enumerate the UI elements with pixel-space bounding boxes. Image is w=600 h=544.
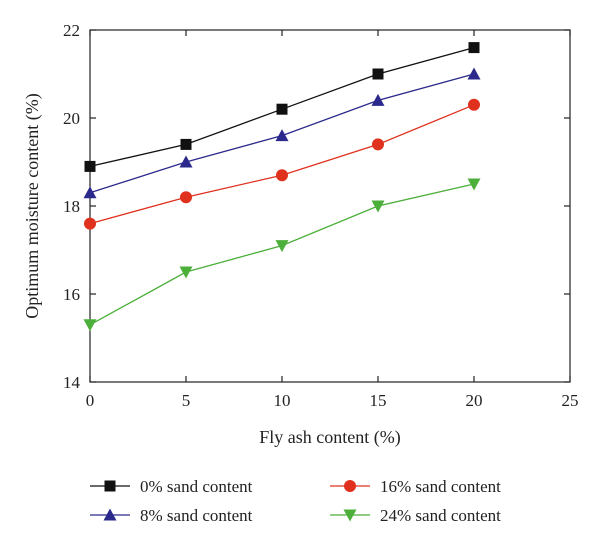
marker-square: [84, 160, 96, 172]
legend-label: 24% sand content: [380, 506, 501, 525]
series-0: [84, 42, 480, 172]
legend-item: 16% sand content: [330, 477, 501, 496]
marker-triangle-down: [275, 240, 289, 253]
y-tick-label: 22: [63, 21, 80, 40]
y-axis-title: Optimum moisture content (%): [22, 93, 43, 318]
marker-triangle-down: [467, 178, 481, 191]
marker-circle: [468, 98, 480, 111]
legend-label: 16% sand content: [380, 477, 501, 496]
y-axis-ticks: 14 16 18 20 22: [63, 21, 570, 392]
marker-triangle-up: [103, 508, 117, 521]
marker-square: [468, 42, 480, 54]
marker-triangle-up: [275, 129, 289, 142]
x-tick-label: 25: [562, 391, 579, 410]
series-line: [89, 183, 475, 326]
x-tick-label: 5: [182, 391, 191, 410]
marker-square: [180, 138, 192, 150]
marker-circle: [344, 480, 356, 492]
x-tick-label: 10: [274, 391, 291, 410]
legend-item: 24% sand content: [330, 506, 501, 525]
marker-circle: [276, 169, 288, 182]
marker-triangle-up: [467, 67, 481, 80]
legend-label: 8% sand content: [140, 506, 253, 525]
marker-triangle-up: [179, 155, 193, 168]
plot-frame: [89, 29, 571, 383]
y-tick-label: 18: [63, 197, 80, 216]
plot-axes: [89, 29, 571, 383]
series-2: [84, 98, 480, 230]
marker-circle: [84, 217, 96, 230]
x-axis-title: Fly ash content (%): [259, 427, 400, 448]
x-tick-label: 0: [86, 391, 95, 410]
marker-square: [104, 480, 116, 492]
y-tick-label: 14: [63, 373, 81, 392]
marker-triangle-down: [83, 319, 97, 332]
marker-triangle-down: [371, 200, 385, 213]
marker-circle: [372, 138, 384, 151]
marker-triangle-up: [371, 93, 385, 106]
marker-triangle-down: [343, 509, 357, 522]
legend: 0% sand content 16% sand content 8% sand c…: [90, 477, 501, 525]
series-group: [83, 42, 481, 332]
marker-square: [372, 68, 384, 80]
marker-circle: [180, 191, 192, 204]
y-tick-label: 16: [63, 285, 80, 304]
series-3: [83, 178, 481, 332]
legend-item: 0% sand content: [90, 477, 253, 496]
marker-triangle-down: [179, 266, 193, 279]
series-line: [89, 104, 475, 225]
marker-square: [276, 103, 288, 115]
y-tick-label: 20: [63, 109, 80, 128]
legend-label: 0% sand content: [140, 477, 253, 496]
x-tick-label: 20: [466, 391, 483, 410]
x-axis-ticks: 0 5 10 15 20 25: [86, 30, 579, 410]
series-1: [83, 67, 481, 199]
legend-item: 8% sand content: [90, 506, 253, 525]
x-tick-label: 15: [370, 391, 387, 410]
marker-triangle-up: [83, 186, 97, 199]
